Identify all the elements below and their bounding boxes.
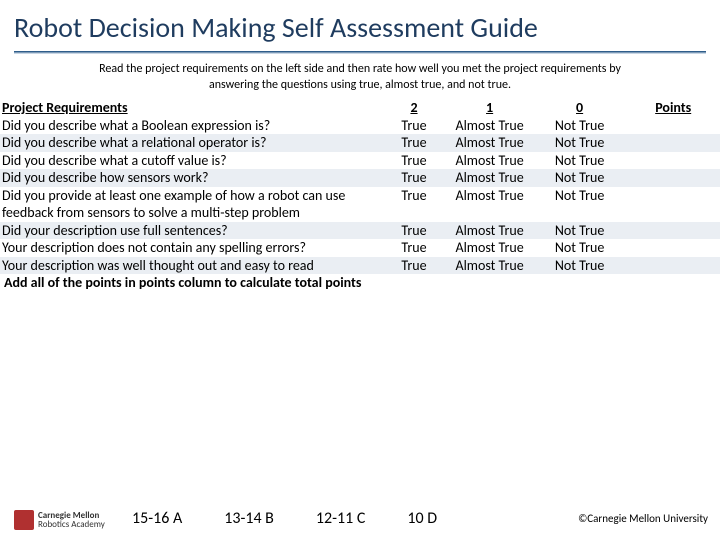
option-almost-true[interactable]: Almost True — [446, 152, 532, 170]
option-true[interactable]: True — [382, 222, 447, 240]
requirement-cell: Did your description use full sentences? — [0, 222, 382, 240]
option-not-true[interactable]: Not True — [533, 152, 627, 170]
option-not-true[interactable]: Not True — [533, 257, 627, 275]
page-title: Robot Decision Making Self Assessment Gu… — [0, 0, 720, 51]
points-cell[interactable] — [626, 257, 720, 275]
grade-range: 10 D — [407, 509, 437, 528]
option-almost-true[interactable]: Almost True — [446, 187, 532, 222]
table-row: Your description does not contain any sp… — [0, 239, 720, 257]
option-almost-true[interactable]: Almost True — [446, 257, 532, 275]
table-row: Did you describe what a Boolean expressi… — [0, 117, 720, 135]
summary-row: Add all of the points in points column t… — [0, 274, 720, 292]
option-true[interactable]: True — [382, 152, 447, 170]
points-cell[interactable] — [626, 222, 720, 240]
table-header-row: Project Requirements 2 1 0 Points — [0, 99, 720, 117]
requirement-cell: Your description does not contain any sp… — [0, 239, 382, 257]
option-not-true[interactable]: Not True — [533, 239, 627, 257]
option-almost-true[interactable]: Almost True — [446, 117, 532, 135]
table-row: Did you describe what a cutoff value is?… — [0, 152, 720, 170]
option-almost-true[interactable]: Almost True — [446, 169, 532, 187]
grade-range: 15-16 A — [132, 509, 182, 528]
option-almost-true[interactable]: Almost True — [446, 239, 532, 257]
option-true[interactable]: True — [382, 169, 447, 187]
option-almost-true[interactable]: Almost True — [446, 134, 532, 152]
grade-range: 13-14 B — [224, 509, 274, 528]
header-points: Points — [626, 99, 720, 117]
grade-range: 12-11 C — [316, 509, 365, 528]
requirement-cell: Did you describe what a relational opera… — [0, 134, 382, 152]
points-cell[interactable] — [626, 169, 720, 187]
header-requirements: Project Requirements — [0, 99, 382, 117]
requirement-cell: Did you provide at least one example of … — [0, 187, 382, 222]
copyright: ©Carnegie Mellon University — [578, 512, 708, 525]
option-not-true[interactable]: Not True — [533, 117, 627, 135]
points-cell[interactable] — [626, 187, 720, 222]
grade-scale: 15-16 A 13-14 B 12-11 C 10 D — [132, 509, 437, 528]
option-not-true[interactable]: Not True — [533, 169, 627, 187]
requirement-cell: Did you describe how sensors work? — [0, 169, 382, 187]
rubric-table: Project Requirements 2 1 0 Points Did yo… — [0, 99, 720, 292]
option-not-true[interactable]: Not True — [533, 187, 627, 222]
header-col-0: 0 — [533, 99, 627, 117]
table-row: Did you describe how sensors work?TrueAl… — [0, 169, 720, 187]
footer: 15-16 A 13-14 B 12-11 C 10 D ©Carnegie Mell… — [0, 509, 720, 528]
points-cell[interactable] — [626, 117, 720, 135]
instructions-text: Read the project requirements on the lef… — [0, 54, 720, 99]
requirement-cell: Your description was well thought out an… — [0, 257, 382, 275]
requirement-cell: Did you describe what a cutoff value is? — [0, 152, 382, 170]
option-true[interactable]: True — [382, 257, 447, 275]
option-not-true[interactable]: Not True — [533, 222, 627, 240]
option-true[interactable]: True — [382, 187, 447, 222]
summary-text: Add all of the points in points column t… — [0, 274, 720, 292]
table-row: Your description was well thought out an… — [0, 257, 720, 275]
table-row: Did you describe what a relational opera… — [0, 134, 720, 152]
requirement-cell: Did you describe what a Boolean expressi… — [0, 117, 382, 135]
header-col-2: 2 — [382, 99, 447, 117]
points-cell[interactable] — [626, 239, 720, 257]
option-true[interactable]: True — [382, 134, 447, 152]
header-col-1: 1 — [446, 99, 532, 117]
table-row: Did you provide at least one example of … — [0, 187, 720, 222]
option-almost-true[interactable]: Almost True — [446, 222, 532, 240]
option-true[interactable]: True — [382, 117, 447, 135]
option-not-true[interactable]: Not True — [533, 134, 627, 152]
points-cell[interactable] — [626, 152, 720, 170]
option-true[interactable]: True — [382, 239, 447, 257]
table-row: Did your description use full sentences?… — [0, 222, 720, 240]
points-cell[interactable] — [626, 134, 720, 152]
